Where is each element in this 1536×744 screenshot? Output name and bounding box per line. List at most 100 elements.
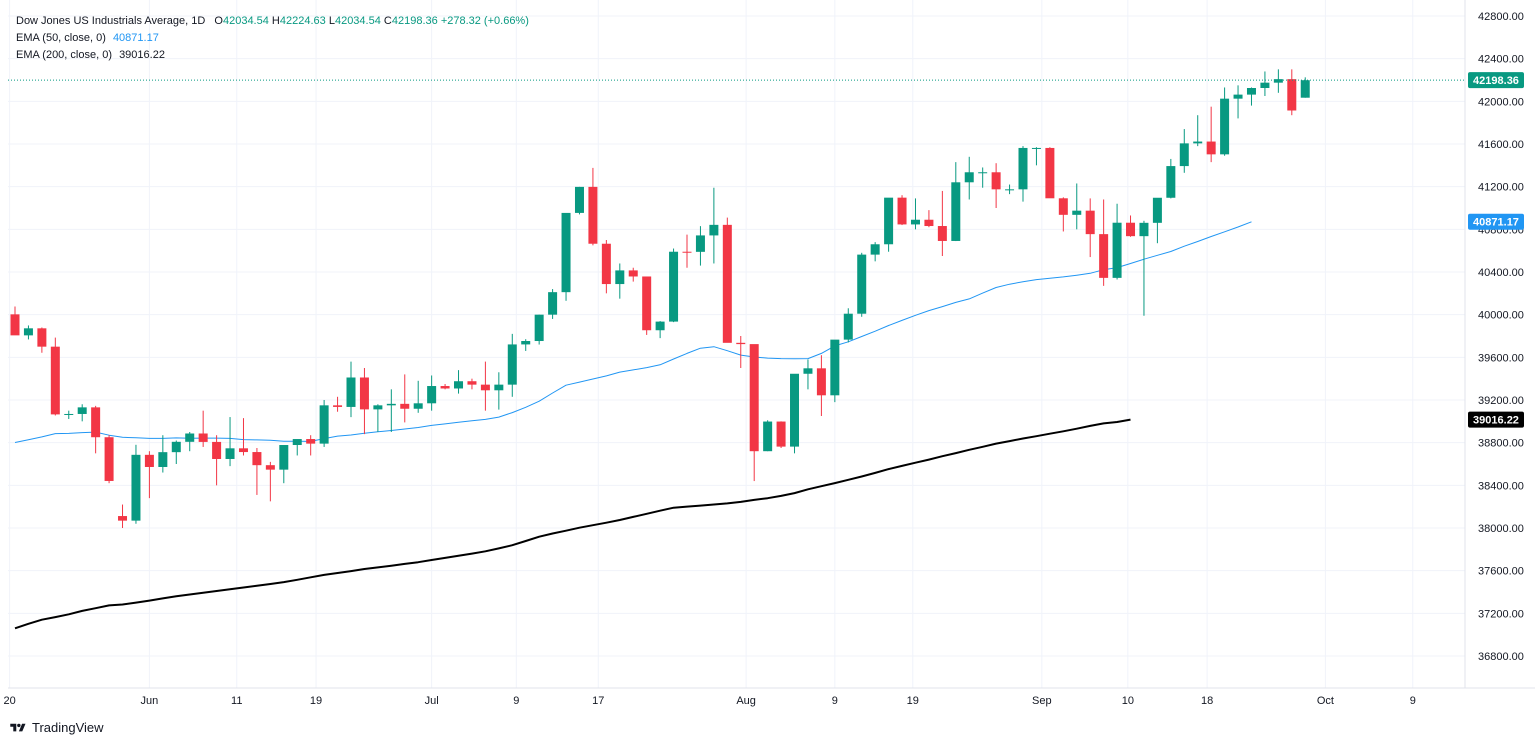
x-tick-label: 9: [513, 695, 519, 707]
candle: [521, 339, 531, 351]
candle-body: [50, 346, 60, 415]
candle-body: [1112, 222, 1122, 278]
candle: [480, 361, 490, 411]
price-tags: 42198.36 40871.17 39016.22: [8, 72, 1524, 428]
candle-body: [1287, 79, 1297, 111]
candle: [400, 374, 410, 423]
candle: [1045, 147, 1055, 199]
ema50-label: EMA (50, close, 0): [16, 32, 106, 44]
tradingview-logo-icon: [10, 723, 26, 731]
candle: [763, 420, 773, 452]
candle: [628, 267, 638, 282]
candle-body: [238, 448, 248, 453]
candle: [1152, 197, 1162, 244]
candle: [373, 404, 383, 432]
candle: [10, 306, 20, 336]
x-tick-label: 19: [310, 695, 322, 707]
candle-body: [225, 448, 235, 459]
candle: [843, 308, 853, 343]
candle-body: [212, 441, 222, 459]
candle: [1246, 87, 1256, 106]
x-tick-label: 9: [832, 695, 838, 707]
candle-body: [991, 172, 1001, 190]
candle-body: [386, 403, 396, 406]
candle: [736, 336, 746, 368]
candle-body: [642, 276, 652, 331]
y-tick-label: 37600.00: [1478, 566, 1524, 578]
candle-body: [427, 386, 437, 404]
candle-body: [816, 368, 826, 396]
candle-body: [413, 403, 423, 409]
ema200-price-tag-text: 39016.22: [1473, 415, 1519, 427]
x-tick-label: 10: [1122, 695, 1134, 707]
candle: [158, 435, 168, 473]
candle: [171, 440, 181, 464]
candle-body: [1085, 210, 1095, 235]
candle-body: [1126, 222, 1136, 237]
candle-body: [64, 413, 74, 415]
candle-body: [333, 405, 343, 407]
ema50-value: 40871.17: [112, 32, 159, 44]
candle-body: [1058, 198, 1068, 215]
candle: [924, 210, 934, 228]
candle: [1260, 71, 1270, 96]
candle: [1018, 146, 1028, 202]
candle: [749, 344, 759, 482]
candle-body: [749, 344, 759, 452]
candle: [292, 439, 302, 456]
candle-body: [709, 224, 719, 236]
candle-body: [615, 270, 625, 285]
candle-body: [1152, 197, 1162, 223]
candle-body: [279, 445, 289, 470]
y-tick-label: 39600.00: [1478, 352, 1524, 364]
candle-body: [857, 254, 867, 314]
candle: [910, 198, 920, 230]
candle: [386, 389, 396, 432]
candle-body: [736, 342, 746, 345]
x-tick-label: Sep: [1032, 695, 1052, 707]
candle-body: [440, 386, 450, 389]
candle-body: [1166, 166, 1176, 198]
low-label: L: [328, 15, 335, 27]
candle: [413, 380, 423, 413]
candle-body: [454, 381, 464, 389]
candle: [427, 375, 437, 411]
candle: [50, 337, 60, 416]
candle-body: [1206, 141, 1216, 155]
y-tick-label: 42800.00: [1478, 11, 1524, 23]
candle: [144, 451, 154, 499]
candle-body: [1273, 79, 1283, 83]
candle: [198, 410, 208, 447]
x-tick-label: Jul: [425, 695, 439, 707]
candle-body: [198, 433, 208, 442]
legend-ema200-row[interactable]: EMA (200, close, 0) 39016.22: [16, 47, 529, 64]
candle: [682, 234, 692, 268]
y-tick-label: 42400.00: [1478, 54, 1524, 66]
candle-body: [924, 219, 934, 227]
candle: [306, 435, 316, 456]
candle-body: [574, 186, 584, 213]
candle: [790, 373, 800, 454]
candle-body: [359, 377, 369, 410]
close-value: 42198.36: [391, 15, 438, 27]
candle-body: [548, 292, 558, 315]
symbol-title[interactable]: Dow Jones US Industrials Average, 1D: [16, 15, 206, 27]
candle-body: [978, 172, 988, 174]
candle-body: [1139, 222, 1149, 237]
candle-body: [306, 439, 316, 444]
candle-body: [252, 452, 262, 466]
legend-ema50-row[interactable]: EMA (50, close, 0) 40871.17: [16, 30, 529, 47]
candle-body: [521, 341, 531, 345]
x-tick-label: Aug: [736, 695, 756, 707]
candle-body: [467, 381, 477, 385]
ema200-value: 39016.22: [119, 49, 165, 61]
candle-body: [104, 437, 114, 481]
candle-body: [803, 368, 813, 374]
tradingview-brand[interactable]: TradingView: [9, 720, 104, 735]
candle-body: [480, 384, 490, 391]
candle: [118, 504, 128, 528]
candle: [131, 444, 141, 524]
ema50-line: [14, 221, 1252, 443]
candle-body: [870, 244, 880, 255]
